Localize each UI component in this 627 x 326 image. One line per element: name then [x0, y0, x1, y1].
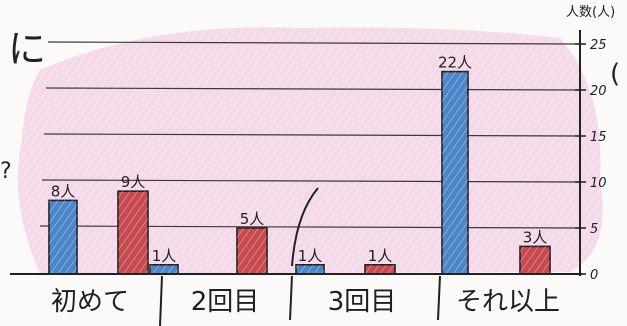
category-label-初めて: 初めて — [51, 287, 129, 317]
category-labels: 初めて 2回目 3回目 それ以上 — [51, 287, 560, 317]
y-tick-label-0: 0 — [590, 268, 598, 283]
category-label-それ以上: それ以上 — [456, 287, 560, 317]
data-label-series1-それ以上: 22人 — [438, 54, 472, 72]
y-tick-label-15: 15 — [590, 130, 607, 145]
bar-texture-series1-初めて — [49, 200, 77, 274]
category-label-3回目: 3回目 — [328, 287, 397, 317]
y-axis-label: 人数(人) — [566, 5, 615, 20]
bar-texture-series1-それ以上 — [442, 71, 468, 274]
fragment-right-edge: ( — [610, 59, 620, 89]
bars-group — [48, 70, 551, 275]
data-label-series1-初めて: 8人 — [51, 182, 76, 200]
y-tick-label-10: 10 — [590, 176, 607, 191]
gridline-15 — [43, 133, 583, 137]
bar-texture-series2-3回目 — [365, 264, 395, 274]
gridline-25 — [47, 41, 583, 45]
data-label-series1-3回目: 1人 — [298, 247, 323, 265]
category-label-2回目: 2回目 — [191, 287, 260, 317]
y-tick-label-20: 20 — [590, 84, 607, 99]
data-label-series2-3回目: 1人 — [368, 247, 393, 265]
y-tick-label-25: 25 — [590, 38, 607, 53]
data-label-series2-初めて: 9人 — [121, 173, 146, 191]
fragment-top-left: に — [8, 27, 46, 71]
bar-texture-series2-初めて — [118, 191, 148, 274]
y-axis: 0 5 10 15 20 25 — [575, 30, 607, 283]
bar-texture-series2-それ以上 — [520, 246, 550, 274]
gridlines — [39, 41, 583, 229]
category-divider-1 — [159, 275, 163, 326]
category-divider-2 — [289, 275, 293, 321]
bar-texture-series1-2回目 — [150, 264, 178, 274]
y-tick-label-5: 5 — [590, 222, 598, 237]
fragment-mid-left: ? — [0, 159, 12, 184]
data-labels-group: 8人 1人 1人 22人 9人 5人 1人 3人 — [51, 54, 548, 265]
bar-texture-series2-2回目 — [237, 228, 267, 274]
data-label-series1-2回目: 1人 — [152, 247, 177, 265]
data-label-series2-2回目: 5人 — [240, 210, 265, 228]
category-divider-3 — [437, 275, 441, 321]
gridline-10 — [41, 179, 583, 183]
gridline-20 — [45, 87, 583, 91]
background-wash — [17, 27, 603, 275]
bar-texture-series1-3回目 — [296, 264, 324, 274]
handdrawn-stroke — [291, 187, 319, 267]
data-label-series2-それ以上: 3人 — [523, 228, 548, 246]
